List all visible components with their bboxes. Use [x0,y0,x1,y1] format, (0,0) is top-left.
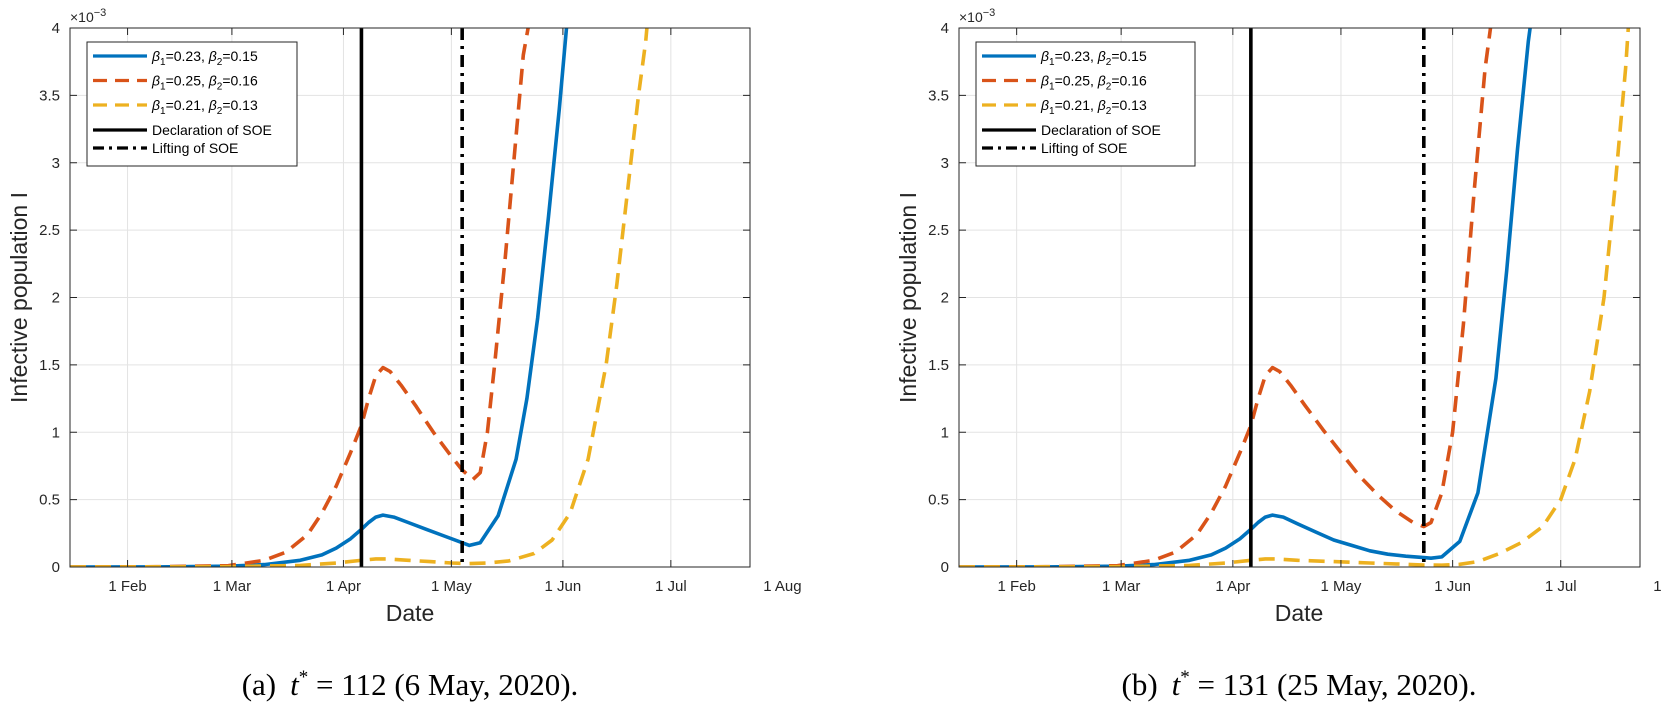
chart-panel-a: 0 0.5 1 1.5 2 2.5 3 3.5 4 1 Feb 1 Mar 1 Apr 1 May 1 J… [6,7,802,702]
legend: β1=0.23, β2=0.15 β1=0.25, β2=0.16 β1=0.21,… [975,41,1196,167]
x-tick-label: 1 Jun [545,578,582,595]
y-tick-label: 0 [941,559,949,576]
y-tick-label: 1.5 [39,357,60,374]
y-tick-label: 0.5 [39,492,60,509]
ticks: 0 0.5 1 1.5 2 2.5 3 3.5 4 1 Feb 1 Mar 1 Apr 1 May 1 J… [39,20,801,595]
legend-label: Declaration of SOE [152,122,272,138]
y-tick-label: 3.5 [39,87,60,104]
y-exponent-label: ×10−3 [70,7,106,25]
x-tick-label: 1 Jul [655,578,687,595]
y-tick-label: 1 [52,424,60,441]
ticks: 0 0.5 1 1.5 2 2.5 3 3.5 4 1 Feb 1 Mar 1 Apr 1 May 1 J… [928,20,1664,595]
x-tick-label: 1 Apr [1215,578,1250,595]
y-exponent-label: ×10−3 [959,7,995,25]
soe-lines [1249,28,1426,567]
legend: β1=0.23, β2=0.15 β1=0.25, β2=0.16 β1=0.21,… [86,41,298,167]
x-tick-label: 1 Feb [997,578,1035,595]
y-tick-label: 3.5 [928,87,949,104]
soe-lines [359,28,464,567]
x-tick-label: 1 Mar [213,578,251,595]
y-tick-label: 3 [52,155,60,172]
y-tick-label: 2 [941,290,949,307]
x-tick-label: 1 May [1321,578,1362,595]
x-axis-label: Date [1275,600,1324,626]
series-line [959,28,1532,567]
series-line [959,28,1493,567]
x-tick-label: 1 Feb [108,578,146,595]
series-lines [959,28,1631,567]
x-tick-label: 1 Jun [1434,578,1471,595]
series-line [70,28,530,567]
legend-label: Lifting of SOE [152,140,238,156]
x-tick-label: 1 Apr [326,578,361,595]
y-tick-label: 2.5 [928,222,949,239]
legend-label: Lifting of SOE [1041,140,1127,156]
panel-caption: (a) t* = 112 (6 May, 2020). [242,667,579,702]
series-line [959,28,1631,567]
x-tick-label: 1 May [431,578,472,595]
y-tick-label: 0 [52,559,60,576]
panel-caption: (b) t* = 131 (25 May, 2020). [1122,667,1477,702]
legend-label: β1=0.23, β2=0.15 [1040,48,1147,68]
series-line [70,28,569,567]
series-lines [70,28,649,567]
y-tick-label: 0.5 [928,492,949,509]
legend-label: β1=0.25, β2=0.16 [1040,73,1147,93]
y-tick-label: 4 [52,20,60,37]
y-tick-label: 2.5 [39,222,60,239]
x-tick-label: 1 Jul [1545,578,1577,595]
x-tick-label: 1 Mar [1102,578,1140,595]
x-tick-label: 1 Aug [1653,578,1664,595]
legend-label: β1=0.25, β2=0.16 [151,73,258,93]
y-tick-label: 3 [941,155,949,172]
chart-panel-b: 0 0.5 1 1.5 2 2.5 3 3.5 4 1 Feb 1 Mar 1 Apr 1 May 1 J… [895,7,1664,702]
y-tick-label: 2 [52,290,60,307]
legend-label: β1=0.21, β2=0.13 [1040,97,1147,117]
y-axis-label: Infective population I [895,192,921,403]
y-tick-label: 1.5 [928,357,949,374]
y-tick-label: 4 [941,20,949,37]
y-tick-label: 1 [941,424,949,441]
legend-label: β1=0.23, β2=0.15 [151,48,258,68]
x-axis-label: Date [386,600,435,626]
x-tick-label: 1 Aug [763,578,801,595]
y-axis-label: Infective population I [6,192,32,403]
legend-label: β1=0.21, β2=0.13 [151,97,258,117]
legend-label: Declaration of SOE [1041,122,1161,138]
series-line [70,28,649,567]
